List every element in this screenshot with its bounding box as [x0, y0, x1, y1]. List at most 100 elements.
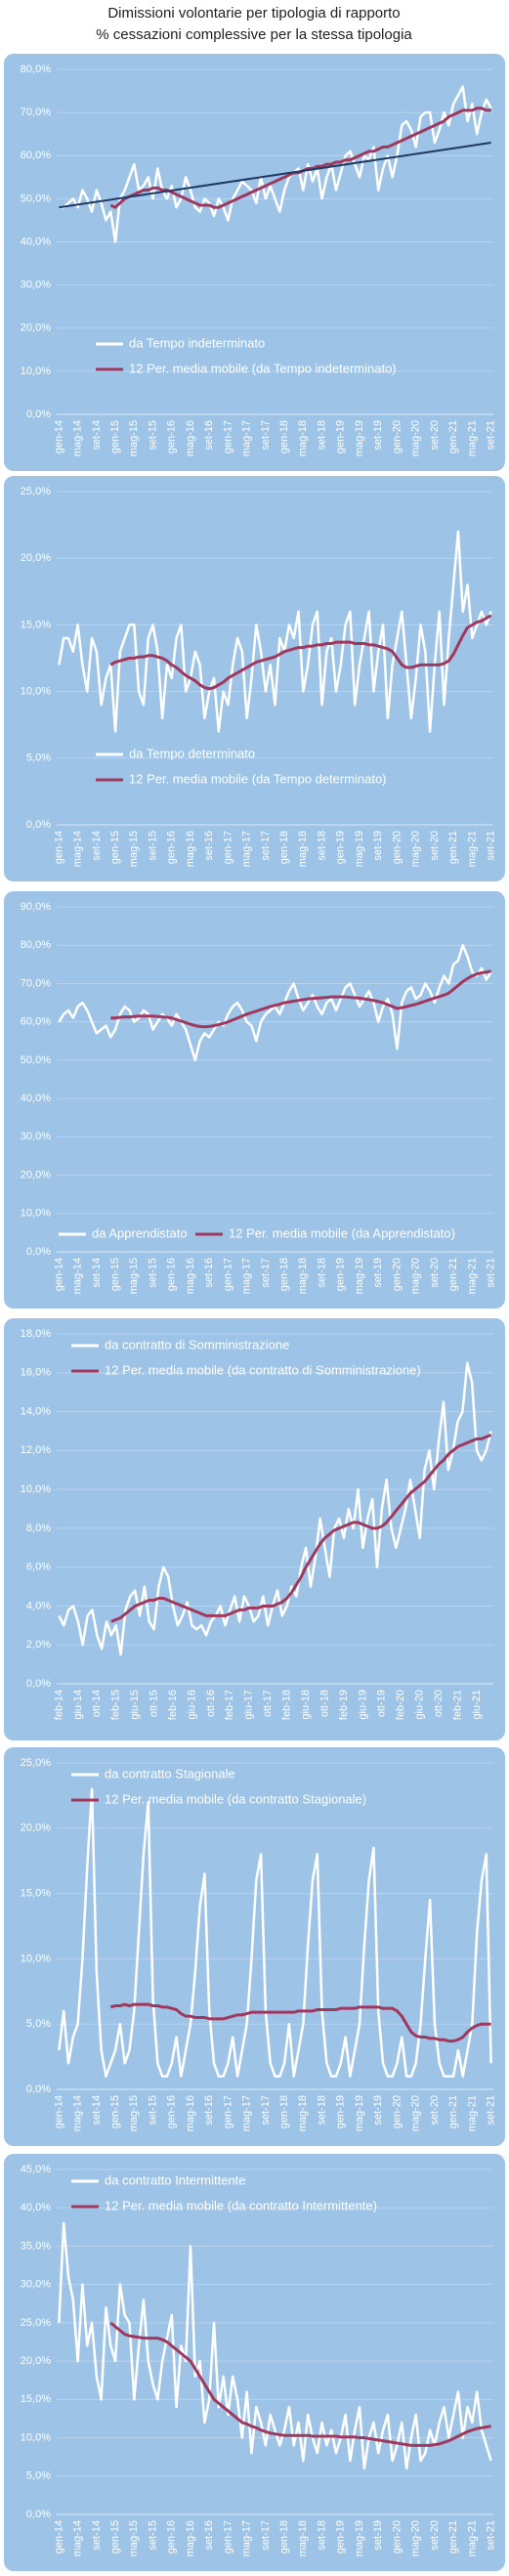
x-tick-label: set-18 — [316, 2520, 327, 2551]
x-tick-label: set-16 — [203, 2520, 215, 2551]
x-tick-label: ott-16 — [205, 1690, 217, 1717]
x-tick-label: gen-21 — [447, 2520, 459, 2554]
y-tick-label: 10,0% — [21, 365, 51, 377]
y-tick-label: 30,0% — [21, 1131, 51, 1142]
x-tick-label: set-19 — [372, 2520, 384, 2551]
x-tick-label: giu-17 — [243, 1690, 255, 1720]
x-tick-label: mag-20 — [410, 831, 422, 867]
x-tick-label: set-16 — [203, 831, 215, 861]
chart-panel — [4, 1747, 505, 2146]
x-tick-label: set-14 — [91, 2095, 103, 2125]
x-tick-label: giu-21 — [471, 1690, 483, 1720]
x-tick-label: mag-14 — [72, 1258, 84, 1294]
x-tick-label: mag-18 — [297, 2520, 309, 2556]
y-tick-label: 30,0% — [21, 2279, 51, 2291]
x-tick-label: ott-18 — [318, 1690, 330, 1717]
x-tick-label: set-20 — [429, 2520, 441, 2551]
x-tick-label: gen-20 — [391, 420, 403, 453]
y-tick-label: 0,0% — [26, 408, 51, 420]
y-tick-label: 5,0% — [26, 752, 51, 764]
chart-panel — [4, 476, 505, 881]
x-tick-label: mag-14 — [72, 2095, 84, 2131]
y-tick-label: 25,0% — [21, 486, 51, 497]
y-tick-label: 45,0% — [21, 2164, 51, 2175]
data-line — [109, 2002, 491, 2043]
x-tick-label: set-19 — [372, 2095, 384, 2125]
x-tick-label: mag-15 — [128, 420, 140, 456]
y-tick-label: 20,0% — [21, 2355, 51, 2367]
data-line — [58, 1361, 492, 1656]
x-tick-label: set-17 — [260, 1258, 272, 1288]
x-tick-label: set-15 — [147, 1258, 158, 1288]
x-tick-label: set-14 — [91, 1258, 103, 1288]
y-tick-label: 4,0% — [26, 1600, 51, 1611]
x-tick-label: mag-14 — [72, 831, 84, 867]
y-tick-label: 0,0% — [26, 2083, 51, 2095]
trend-line — [59, 142, 491, 209]
x-tick-label: mag-21 — [466, 2095, 478, 2131]
x-tick-label: gen-16 — [166, 2520, 178, 2554]
x-tick-label: set-19 — [372, 1258, 384, 1288]
x-tick-label: gen-20 — [391, 831, 403, 864]
x-tick-label: mag-19 — [354, 2095, 365, 2131]
x-tick-label: ott-19 — [376, 1690, 388, 1717]
data-line — [59, 85, 492, 243]
x-tick-label: set-20 — [429, 2095, 441, 2125]
y-tick-label: 14,0% — [21, 1405, 51, 1417]
y-tick-label: 80,0% — [21, 64, 51, 75]
x-tick-label: giu-16 — [186, 1690, 197, 1720]
x-tick-label: mag-18 — [297, 420, 309, 456]
legend-label: da Tempo determinato — [129, 746, 255, 760]
x-tick-label: gen-16 — [166, 831, 178, 864]
x-tick-label: gen-19 — [335, 420, 347, 453]
x-tick-label: set-15 — [147, 420, 158, 451]
y-tick-label: 5,0% — [26, 2018, 51, 2030]
x-tick-label: mag-17 — [241, 2520, 253, 2556]
x-tick-label: gen-17 — [222, 831, 233, 864]
x-tick-label: mag-16 — [185, 2520, 196, 2556]
x-tick-label: mag-15 — [128, 2095, 140, 2131]
x-tick-label: mag-16 — [185, 2095, 196, 2131]
y-tick-label: 5,0% — [26, 2470, 51, 2482]
y-tick-label: 35,0% — [21, 2240, 51, 2252]
data-line — [110, 1434, 492, 1623]
x-tick-label: gen-18 — [278, 2520, 290, 2554]
data-line — [110, 969, 491, 1029]
x-tick-label: feb-17 — [224, 1690, 235, 1720]
x-tick-label: mag-18 — [297, 831, 309, 867]
x-tick-label: giu-15 — [129, 1690, 141, 1720]
x-tick-label: mag-17 — [241, 831, 253, 867]
x-tick-label: set-21 — [486, 1258, 497, 1288]
x-tick-label: gen-16 — [166, 2095, 178, 2128]
x-tick-label: set-14 — [91, 831, 103, 861]
x-tick-label: set-15 — [147, 2095, 158, 2125]
y-tick-label: 0,0% — [26, 819, 51, 831]
x-tick-label: gen-15 — [109, 2520, 121, 2554]
x-tick-label: mag-21 — [466, 2520, 478, 2556]
x-tick-label: gen-21 — [447, 831, 459, 864]
x-tick-label: set-20 — [429, 420, 441, 451]
x-tick-label: gen-20 — [391, 2520, 403, 2554]
x-tick-label: gen-16 — [166, 1258, 178, 1291]
x-tick-label: set-21 — [486, 831, 497, 861]
x-tick-label: gen-15 — [109, 2095, 121, 2128]
y-tick-label: 70,0% — [21, 977, 51, 989]
y-tick-label: 0,0% — [26, 1678, 51, 1690]
x-tick-label: gen-21 — [447, 420, 459, 453]
x-tick-label: ott-17 — [262, 1690, 274, 1717]
x-tick-label: gen-15 — [109, 1258, 121, 1291]
y-tick-label: 10,0% — [21, 686, 51, 698]
x-tick-label: gen-20 — [391, 2095, 403, 2128]
x-tick-label: mag-20 — [410, 2095, 422, 2131]
y-tick-label: 6,0% — [26, 1562, 51, 1573]
x-tick-label: set-20 — [429, 1258, 441, 1288]
y-tick-label: 15,0% — [21, 1888, 51, 1900]
y-tick-label: 70,0% — [21, 107, 51, 118]
chart-panel — [4, 1318, 505, 1740]
x-tick-label: set-18 — [316, 1258, 327, 1288]
page-title: Dimissioni volontarie per tipologia di r… — [107, 5, 400, 21]
x-tick-label: set-18 — [316, 2095, 327, 2125]
legend-label: da contratto Intermittente — [105, 2172, 246, 2187]
legend-label: 12 Per. media mobile (da Apprendistato) — [229, 1225, 455, 1240]
x-tick-label: set-21 — [486, 2095, 497, 2125]
